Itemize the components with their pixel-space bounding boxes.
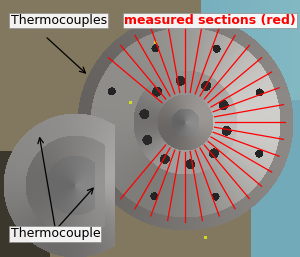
Text: Thermocouples: Thermocouples bbox=[11, 14, 106, 27]
Text: measured sections (red): measured sections (red) bbox=[124, 14, 296, 27]
Text: Thermocouple: Thermocouple bbox=[11, 227, 100, 240]
